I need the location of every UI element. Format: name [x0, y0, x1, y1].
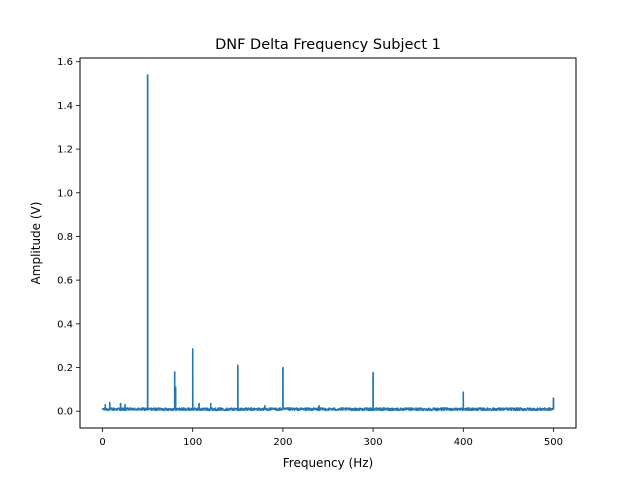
x-tick-label: 300	[364, 437, 383, 448]
y-tick-label: 0.2	[57, 363, 73, 374]
ticks-layer: 0 100 200 300 400 500 0.0 0.2 0.4 0.6 0.8 1.0 1.2 1.4…	[57, 57, 563, 448]
x-tick-label: 200	[273, 437, 292, 448]
x-axis-label: Frequency (Hz)	[283, 456, 374, 470]
y-tick-label: 0.4	[57, 319, 73, 330]
y-axis-label: Amplitude (V)	[29, 202, 43, 285]
x-tick-label: 100	[183, 437, 202, 448]
axes-frame	[79, 57, 577, 429]
y-tick-label: 1.0	[57, 188, 73, 199]
y-tick-label: 0.8	[57, 232, 73, 243]
plot-area	[101, 74, 555, 412]
y-tick-label: 1.2	[57, 145, 73, 156]
y-tick-label: 0.0	[57, 407, 73, 418]
y-tick-label: 1.4	[57, 101, 73, 112]
chart-title: DNF Delta Frequency Subject 1	[215, 37, 441, 53]
x-tick-label: 400	[454, 437, 473, 448]
y-tick-label: 1.6	[57, 57, 73, 68]
y-tick-label: 0.6	[57, 276, 73, 287]
x-tick-label: 0	[99, 437, 105, 448]
x-tick-label: 500	[544, 437, 563, 448]
